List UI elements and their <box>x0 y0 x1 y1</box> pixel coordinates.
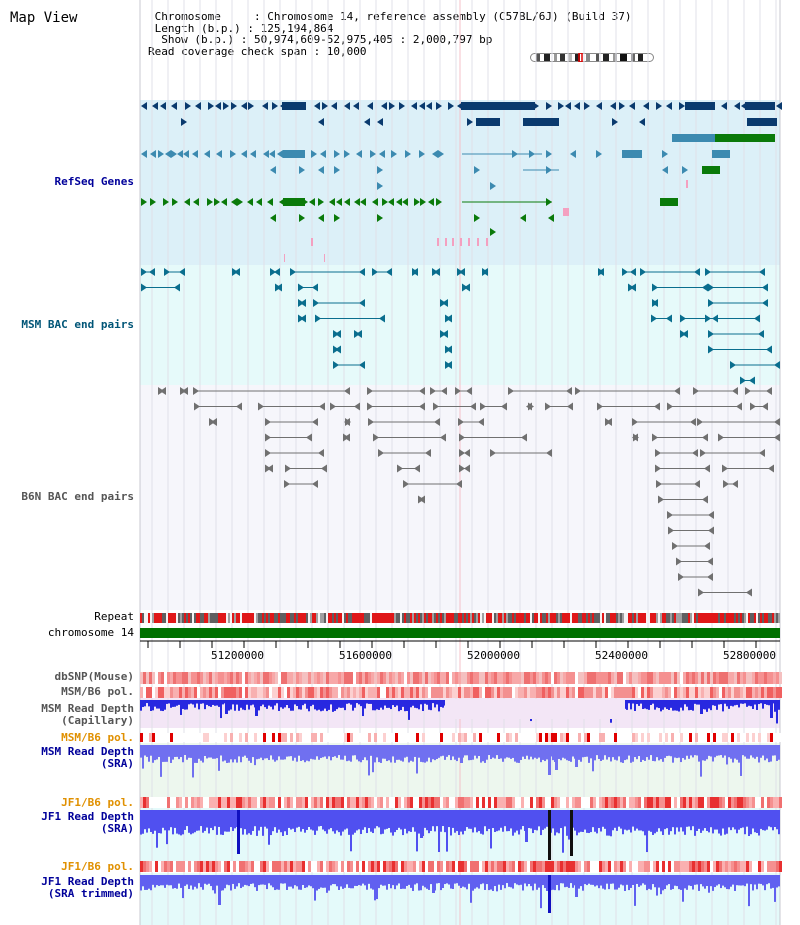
label-refseq-genes[interactable]: RefSeq Genes <box>54 175 134 188</box>
label-jf1-depth-sra-line2: (SRA) <box>100 822 134 835</box>
info-show-range: Show (b.p.) : 50,974,609-52,975,405 : 2,… <box>148 33 493 46</box>
info-chromosome: Chromosome : Chromosome 14, reference as… <box>148 10 632 23</box>
chromosome-bar <box>140 628 780 638</box>
label-jf1-b6-pol-2[interactable]: JF1/B6 pol. <box>61 860 134 873</box>
label-repeat[interactable]: Repeat <box>94 610 134 623</box>
label-jf1-depth-trimmed-line1: JF1 Read Depth <box>41 875 134 888</box>
msm-b6-pol-track <box>140 687 782 698</box>
label-msm-depth-capillary-line2: (Capillary) <box>61 714 134 727</box>
axis-tick-label: 52400000 <box>595 649 648 662</box>
map-view-title: Map View <box>10 10 78 26</box>
label-msm-depth-sra-line1: MSM Read Depth <box>41 745 134 758</box>
label-msm-bac[interactable]: MSM BAC end pairs <box>21 318 134 331</box>
ideogram-position-marker <box>578 53 583 62</box>
axis-tick-label: 52800000 <box>723 649 776 662</box>
jf1-depth-trimmed-track <box>140 875 780 913</box>
label-msm-b6-pol[interactable]: MSM/B6 pol. <box>61 685 134 698</box>
label-jf1-depth-sra-line1: JF1 Read Depth <box>41 810 134 823</box>
label-msm-depth-capillary-line1: MSM Read Depth <box>41 702 134 715</box>
repeat-track <box>140 613 780 623</box>
info-length: Length (b.p.) : 125,194,864 <box>148 21 334 35</box>
label-jf1-depth-sra[interactable]: JF1 Read Depth (SRA) <box>10 811 134 835</box>
jf1-depth-sra-track <box>140 810 780 860</box>
chromosome-ideogram[interactable] <box>530 53 654 62</box>
position-axis <box>140 640 780 648</box>
axis-tick-label: 51200000 <box>211 649 264 662</box>
label-dbsnp[interactable]: dbSNP(Mouse) <box>54 670 134 683</box>
axis-tick-label: 52000000 <box>467 649 520 662</box>
region-info: Chromosome : Chromosome 14, reference as… <box>148 11 631 57</box>
jf1-b6-pol-track-2 <box>140 861 782 872</box>
label-msm-b6-pol-2[interactable]: MSM/B6 pol. <box>61 731 134 744</box>
label-jf1-depth-trimmed-line2: (SRA trimmed) <box>47 887 134 900</box>
label-jf1-depth-trimmed[interactable]: JF1 Read Depth (SRA trimmed) <box>10 876 134 900</box>
label-msm-depth-sra-line2: (SRA) <box>100 757 134 770</box>
info-coverage-span: Read coverage check span : 10,000 <box>148 44 367 58</box>
axis-tick-label: 51600000 <box>339 649 392 662</box>
label-msm-depth-sra[interactable]: MSM Read Depth (SRA) <box>10 746 134 770</box>
msm-depth-capillary-track <box>140 699 780 724</box>
msm-bac-end-pair-features <box>141 268 780 385</box>
jf1-b6-pol-track-1 <box>140 797 782 808</box>
msm-depth-sra-track <box>140 745 780 778</box>
label-jf1-b6-pol-1[interactable]: JF1/B6 pol. <box>61 796 134 809</box>
label-msm-depth-capillary[interactable]: MSM Read Depth (Capillary) <box>10 703 134 727</box>
label-b6n-bac[interactable]: B6N BAC end pairs <box>21 490 134 503</box>
b6n-bac-end-pair-features <box>158 387 780 597</box>
msm-b6-pol-track-2 <box>140 733 782 742</box>
label-chromosome: chromosome 14 <box>47 626 134 639</box>
refseq-genes-features <box>141 102 782 262</box>
dbsnp-track <box>140 672 782 684</box>
